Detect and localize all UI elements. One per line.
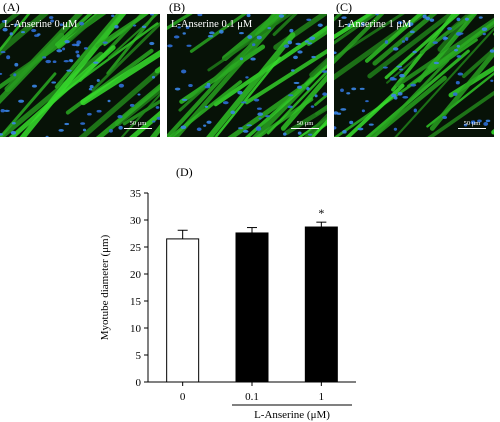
y-tick-label: 10 <box>130 323 142 335</box>
y-tick-label: 30 <box>130 215 142 227</box>
x-tick-label: 1 <box>319 391 325 403</box>
y-tick-label: 0 <box>136 377 142 389</box>
panel-label-c: (C) <box>336 0 352 14</box>
micrograph-c: L-Anserine 1 μM 50 μm <box>334 14 494 137</box>
scale-bar-a: 50 μm <box>124 119 152 129</box>
y-tick-label: 25 <box>130 242 142 254</box>
micrograph-b-title: L-Anserine 0.1 μM <box>171 19 253 30</box>
micrograph-b: L-Anserine 0.1 μM 50 μm <box>167 14 327 137</box>
panel-label-a: (A) <box>3 0 20 14</box>
micrograph-c-image <box>334 14 494 137</box>
y-tick-label: 20 <box>130 269 142 281</box>
micrograph-a-image <box>0 14 160 137</box>
scale-bar-b: 50 μm <box>291 119 319 129</box>
bar <box>235 232 269 383</box>
bar <box>166 238 200 383</box>
micrograph-a-title: L-Anserine 0 μM <box>4 19 78 30</box>
y-axis-label: Myotube diameter (μm) <box>99 234 111 340</box>
y-tick-label: 5 <box>136 350 142 362</box>
micrograph-b-image <box>167 14 327 137</box>
y-tick-label: 35 <box>130 188 142 200</box>
micrograph-a: L-Anserine 0 μM 50 μm <box>0 14 160 137</box>
scale-bar-b-label: 50 μm <box>296 119 314 127</box>
x-axis-label: L-Anserine (μM) <box>254 409 330 421</box>
panel-label-b: (B) <box>169 0 185 14</box>
x-tick-label: 0.1 <box>245 391 259 403</box>
y-tick-label: 15 <box>130 296 142 308</box>
significance-marker: * <box>318 206 324 220</box>
scale-bar-a-label: 50 μm <box>129 119 147 127</box>
scale-bar-c: 50 μm <box>458 119 486 129</box>
bar <box>304 226 338 383</box>
chart-panel-label: (D) <box>176 165 193 179</box>
x-tick-label: 0 <box>180 391 186 403</box>
micrograph-c-title: L-Anserine 1 μM <box>338 19 412 30</box>
scale-bar-c-label: 50 μm <box>463 119 481 127</box>
